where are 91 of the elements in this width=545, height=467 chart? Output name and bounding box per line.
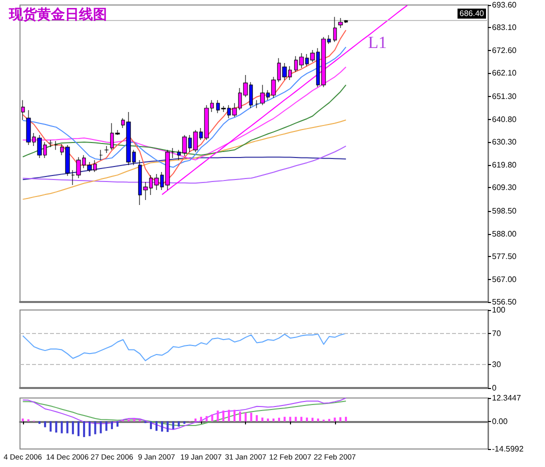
bar — [78, 421, 80, 436]
candlestick — [54, 140, 58, 150]
bar — [272, 418, 274, 422]
bar — [200, 416, 202, 422]
bar — [228, 410, 230, 422]
bar — [55, 421, 58, 433]
bar — [278, 418, 280, 422]
line-series — [22, 120, 346, 200]
line-series — [162, 4, 408, 196]
bar — [312, 418, 314, 422]
candlestick — [255, 100, 259, 108]
bar — [172, 421, 174, 430]
y-tick-label: 100 — [492, 306, 506, 314]
bar — [166, 421, 169, 432]
bar — [183, 421, 186, 424]
bar — [50, 421, 52, 432]
bar — [216, 410, 219, 422]
y-tick-label: 662.10 — [492, 68, 518, 78]
bar — [244, 412, 247, 422]
bar — [22, 418, 24, 422]
bar — [105, 421, 108, 431]
y-tick-label: 0 — [492, 384, 497, 392]
bar — [206, 416, 208, 422]
bar — [156, 421, 158, 431]
bar — [161, 421, 164, 432]
y-tick-label: 672.60 — [492, 46, 518, 55]
bar — [289, 416, 292, 422]
bar — [110, 421, 113, 430]
y-tick-label: 619.80 — [492, 160, 518, 170]
bar — [328, 418, 330, 422]
bar — [94, 421, 96, 434]
bar — [234, 410, 236, 422]
bar — [100, 421, 102, 434]
bar — [256, 415, 258, 422]
candlestick — [104, 146, 109, 154]
bar — [60, 421, 63, 434]
bar — [300, 416, 302, 422]
candlestick — [21, 100, 25, 120]
line-series — [22, 332, 346, 362]
bar — [66, 421, 68, 434]
y-tick-label: 693.60 — [492, 0, 518, 10]
chart-title: 现货黄金日线图 — [8, 7, 107, 23]
line-series — [22, 146, 346, 184]
bar — [194, 418, 196, 422]
bar — [239, 412, 242, 422]
candlestick — [333, 16, 337, 42]
bar — [339, 417, 342, 422]
candlestick — [99, 150, 103, 160]
bar — [72, 421, 74, 434]
bar — [116, 421, 118, 427]
y-tick-label: 30 — [492, 360, 502, 370]
bar — [83, 421, 86, 438]
y-tick-label: 12.3447 — [492, 394, 522, 402]
candlestick — [48, 140, 53, 148]
y-tick-label: 651.30 — [492, 92, 518, 102]
bar — [222, 410, 224, 422]
bar — [317, 418, 320, 422]
y-tick-label: 609.30 — [492, 183, 518, 192]
annotation: L1 — [368, 33, 387, 52]
line-series — [22, 156, 346, 180]
line-series — [22, 84, 346, 158]
bar — [178, 421, 180, 427]
bar — [211, 414, 214, 422]
bar — [306, 418, 308, 422]
bar — [294, 416, 297, 422]
ref-line-label: 686.40 — [460, 9, 485, 18]
y-tick-label: 630.30 — [492, 138, 518, 147]
y-tick-label: 640.80 — [492, 114, 518, 124]
line-series — [22, 46, 346, 168]
bar — [150, 421, 152, 430]
y-tick-label: 683.10 — [492, 23, 518, 32]
bar — [334, 418, 336, 422]
bar — [38, 421, 40, 424]
bar — [133, 418, 136, 422]
y-tick-label: 588.00 — [492, 229, 518, 238]
y-tick-label: 577.50 — [492, 252, 518, 262]
y-tick-label: -14.5992 — [492, 444, 524, 454]
line-series — [22, 66, 346, 160]
bar — [284, 416, 286, 422]
line-series — [22, 30, 346, 186]
bar — [261, 418, 264, 422]
y-tick-label: 567.00 — [492, 274, 518, 284]
bar — [88, 421, 91, 436]
y-tick-label: 598.50 — [492, 206, 518, 216]
bar — [266, 418, 269, 422]
y-tick-label: 70 — [492, 328, 502, 338]
bar — [250, 412, 252, 422]
y-tick-label: 556.50 — [492, 298, 518, 306]
y-tick-label: 0.00 — [492, 416, 508, 426]
bar — [344, 416, 347, 422]
bar — [44, 421, 46, 428]
